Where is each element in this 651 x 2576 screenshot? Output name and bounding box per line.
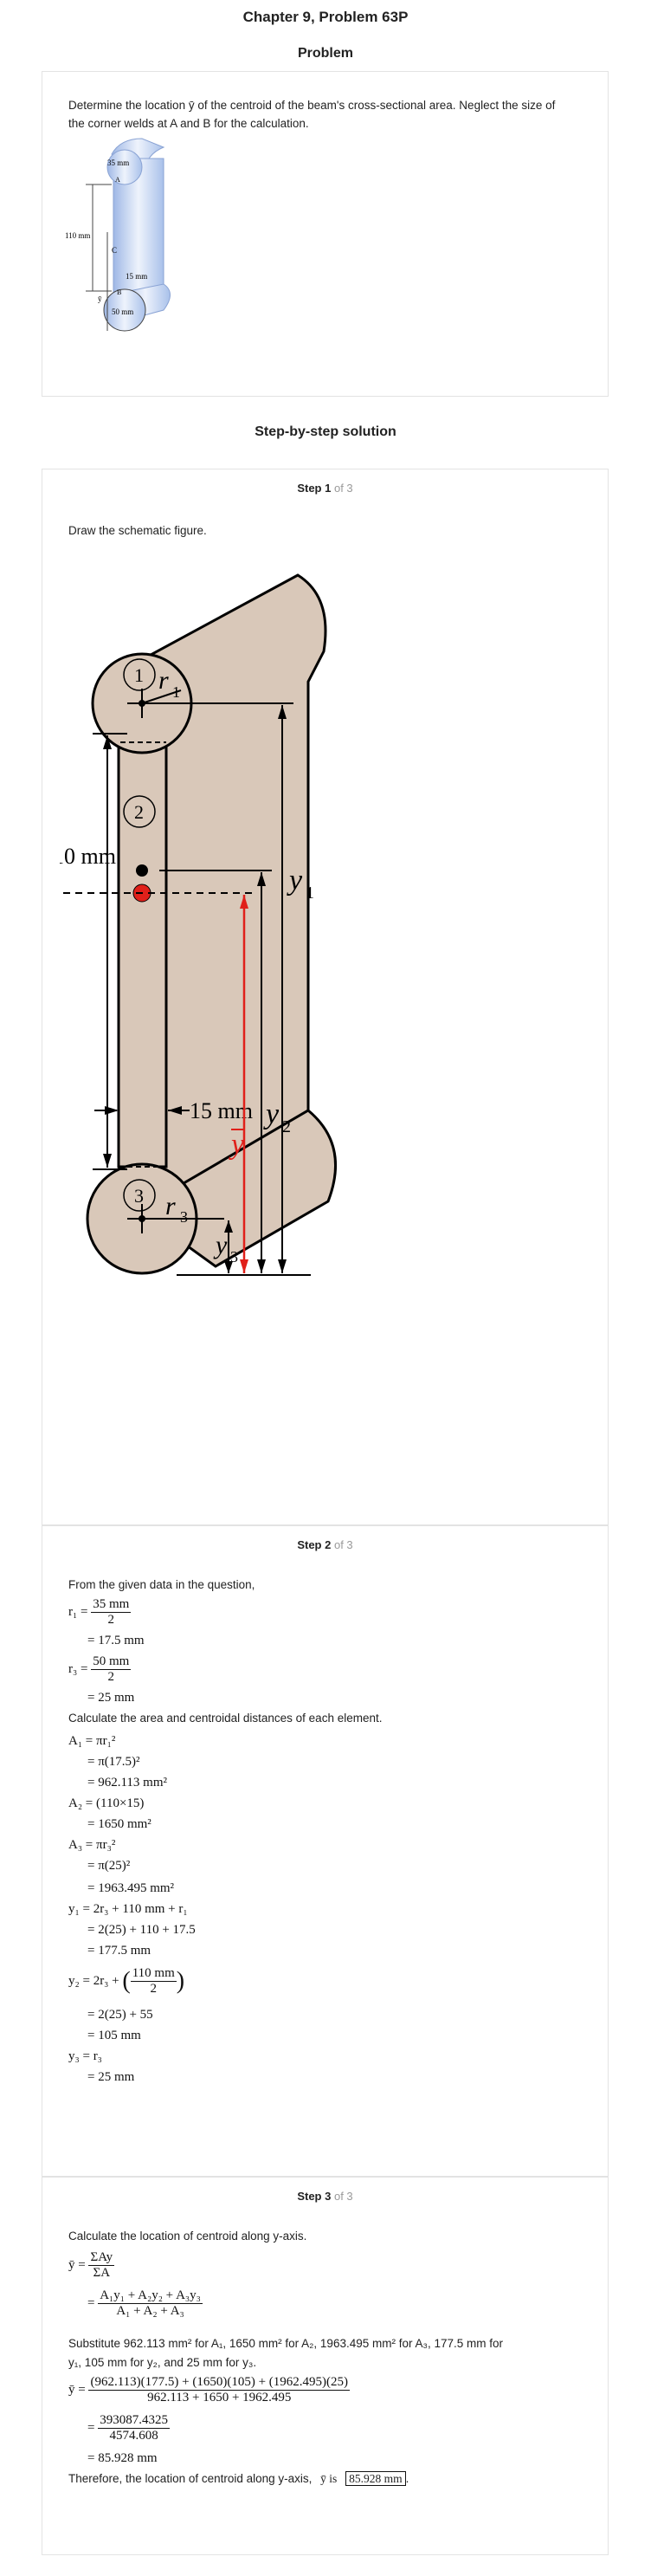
step3-header: Step 3 of 3 xyxy=(297,2190,353,2203)
step3-card: Step 3 of 3 Calculate the location of ce… xyxy=(42,2177,609,2555)
fig-label-110mm: 110 mm xyxy=(65,231,90,240)
fig-label-ybar: ȳ xyxy=(98,294,102,303)
step3-intro: Calculate the location of centroid along… xyxy=(68,2230,307,2243)
eq-y2-1: y₂ = 2r₃ + (110 mm 2) xyxy=(68,1966,185,1996)
label-y2: y xyxy=(263,1098,280,1130)
eq-ybar-def: ȳ = ΣAy ΣA xyxy=(68,2250,115,2280)
fig-label-50mm: 50 mm xyxy=(112,307,133,316)
eq-y2-3: = 105 mm xyxy=(87,2029,141,2042)
eq-ybar-expand: = A₁y₁ + A₂y₂ + A₃y₃ A₁ + A₂ + A₃ xyxy=(87,2288,203,2318)
eq-a1-1: A₁ = πr₁² xyxy=(68,1734,116,1748)
eq-a2-2: = 1650 mm² xyxy=(87,1817,151,1831)
step1-intro: Draw the schematic figure. xyxy=(68,524,207,537)
step3-subst-line1: Substitute 962.113 mm² for A₁, 1650 mm² … xyxy=(68,2337,504,2350)
step3-conclusion: Therefore, the location of centroid alon… xyxy=(68,2471,409,2486)
eq-a1-3: = 962.113 mm² xyxy=(87,1776,167,1790)
eq-r3: r₃ = 50 mm 2 xyxy=(68,1654,132,1684)
label-y2-sub: 2 xyxy=(282,1117,291,1136)
label-r3-sub: 3 xyxy=(180,1208,188,1226)
eq-a3-3: = 1963.495 mm² xyxy=(87,1881,175,1895)
page-title: Chapter 9, Problem 63P xyxy=(242,9,409,25)
step2-intro: From the given data in the question, xyxy=(68,1578,255,1591)
label-110mm: 110 mm xyxy=(60,844,116,869)
eq-y2-2: = 2(25) + 55 xyxy=(87,2008,153,2022)
fig-label-35mm: 35 mm xyxy=(107,159,129,167)
eq-r1-res: = 17.5 mm xyxy=(87,1634,145,1647)
beam-top-circle xyxy=(106,149,143,185)
step2-mid: Calculate the area and centroidal distan… xyxy=(68,1712,383,1725)
label-n3: 3 xyxy=(134,1185,144,1207)
eq-a1-2: = π(17.5)² xyxy=(87,1755,140,1769)
eq-ybar-result: = 85.928 mm xyxy=(87,2451,158,2465)
label-ybar: y xyxy=(229,1129,245,1161)
eq-ybar-subst: ȳ = (962.113)(177.5) + (1650)(105) + (19… xyxy=(68,2375,351,2404)
solution-heading: Step-by-step solution xyxy=(255,424,396,439)
problem-heading: Problem xyxy=(297,46,353,61)
final-answer: 85.928 mm xyxy=(345,2471,406,2486)
label-y3-sub: 3 xyxy=(230,1248,238,1265)
eq-ybar-ratio: = 393087.4325 4574.608 xyxy=(87,2413,170,2443)
eq-y1-3: = 177.5 mm xyxy=(87,1944,151,1958)
problem-statement-line1: Determine the location ȳ of the centroid… xyxy=(68,99,556,112)
label-y1-sub: 1 xyxy=(306,883,314,903)
eq-y1-1: y₁ = 2r₃ + 110 mm + r₁ xyxy=(68,1902,188,1916)
step1-header: Step 1 of 3 xyxy=(297,482,353,495)
label-n1: 1 xyxy=(134,664,144,686)
label-n2: 2 xyxy=(134,801,144,823)
eq-y3-1: y₃ = r₃ xyxy=(68,2049,102,2063)
label-r1-sub: 1 xyxy=(172,683,180,701)
problem-card: Determine the location ȳ of the centroid… xyxy=(42,71,609,397)
problem-figure: 35 mm A 110 mm C 15 mm B ȳ 50 mm xyxy=(65,138,171,332)
label-r3: r xyxy=(165,1192,176,1220)
fig-label-a: A xyxy=(115,176,120,184)
eq-a2-1: A₂ = (110×15) xyxy=(68,1796,145,1810)
eq-y3-2: = 25 mm xyxy=(87,2070,135,2084)
step2-card: Step 2 of 3 From the given data in the q… xyxy=(42,1525,609,2177)
label-r1: r xyxy=(158,666,169,695)
label-y3: y xyxy=(213,1231,228,1259)
eq-r1: r₁ = 35 mm 2 xyxy=(68,1597,132,1627)
label-15mm: 15 mm xyxy=(190,1098,253,1123)
problem-statement-line2: the corner welds at A and B for the calc… xyxy=(68,117,309,130)
fig-label-15mm: 15 mm xyxy=(126,272,147,281)
step3-subst-line2: y₁, 105 mm for y₂, and 25 mm for y₃. xyxy=(68,2356,257,2369)
beam-bottom-circle xyxy=(103,288,146,332)
step2-header: Step 2 of 3 xyxy=(297,1538,353,1551)
eq-y1-2: = 2(25) + 110 + 17.5 xyxy=(87,1923,196,1937)
fig-label-c: C xyxy=(112,246,117,255)
eq-r3-res: = 25 mm xyxy=(87,1691,135,1705)
fig-label-b: B xyxy=(117,288,121,296)
schematic-figure: 1 2 3 r 1 r 3 110 mm 15 mm y 1 xyxy=(60,573,338,1276)
eq-a3-2: = π(25)² xyxy=(87,1859,131,1873)
eq-a3-1: A₃ = πr₃² xyxy=(68,1838,116,1852)
label-y1: y xyxy=(287,864,303,896)
step1-card: Step 1 of 3 Draw the schematic figure. 1… xyxy=(42,469,609,1525)
